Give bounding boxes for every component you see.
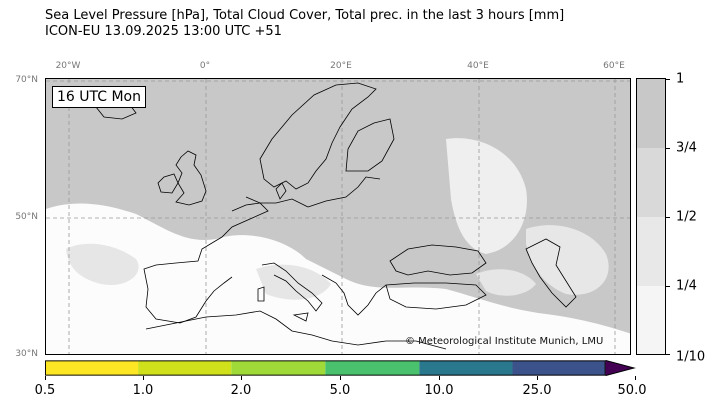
longitude-label: 20°W (55, 61, 81, 71)
cloud-tick-label: 1/10 (676, 349, 706, 365)
light-cloud-layer (66, 243, 536, 300)
cloud-cover-colorbar (636, 78, 666, 355)
cloud-tick-label: 1/2 (676, 209, 697, 225)
precip-tick-mark (143, 376, 144, 380)
cloud-cover-layer (46, 138, 630, 354)
precip-tick-label: 50.0 (617, 383, 647, 398)
cloud-tick-mark (666, 354, 670, 355)
coastlines (95, 82, 577, 350)
cloud-tick-mark (666, 79, 670, 80)
precip-tick-label: 10.0 (424, 383, 454, 398)
precip-segment (45, 360, 139, 376)
precip-bar-frame (45, 360, 606, 376)
precip-tick-mark (635, 376, 636, 380)
precip-segment (138, 360, 232, 376)
precip-segment (512, 360, 606, 376)
map-title-line-2: ICON-EU 13.09.2025 13:00 UTC +51 (45, 24, 282, 39)
cloud-tick-mark (666, 217, 670, 218)
longitude-label: 40°E (467, 61, 489, 71)
latitude-label: 50°N (15, 212, 38, 222)
cloud-segment (637, 148, 665, 217)
precip-arrow-outline (605, 360, 636, 376)
cloud-segment (637, 286, 665, 354)
weather-map (45, 78, 631, 355)
precip-segment (325, 360, 420, 376)
cloud-tick-label: 1 (676, 71, 685, 87)
precip-tick-label: 2.0 (230, 383, 252, 398)
precip-tick-mark (439, 376, 440, 380)
map-title-line-1: Sea Level Pressure [hPa], Total Cloud Co… (45, 8, 565, 23)
cloud-tick-label: 1/4 (676, 278, 697, 294)
cloud-segment (637, 217, 665, 286)
cloud-segment (637, 79, 665, 148)
cloud-tick-mark (666, 148, 670, 149)
precip-tick-mark (241, 376, 242, 380)
precip-segment (231, 360, 326, 376)
precip-segment (419, 360, 513, 376)
cloud-tick-mark (666, 286, 670, 287)
precip-tick-label: 25.0 (522, 383, 552, 398)
longitude-label: 0° (199, 61, 211, 71)
map-canvas (46, 79, 630, 354)
cloud-tick-label: 3/4 (676, 140, 697, 156)
precipitation-colorbar (45, 360, 636, 376)
copyright-notice: © Meteorological Institute Munich, LMU (405, 336, 604, 347)
precip-tick-label: 5.0 (329, 383, 351, 398)
longitude-label: 60°E (603, 61, 625, 71)
precip-tick-mark (45, 376, 46, 380)
latitude-label: 30°N (15, 349, 38, 359)
forecast-time-label: 16 UTC Mon (52, 86, 146, 108)
longitude-label: 20°E (330, 61, 352, 71)
precip-tick-mark (537, 376, 538, 380)
precip-tick-mark (340, 376, 341, 380)
latitude-label: 70°N (15, 75, 38, 85)
precip-tick-label: 0.5 (34, 383, 56, 398)
precip-extend-arrow (605, 360, 635, 376)
precip-tick-label: 1.0 (132, 383, 154, 398)
